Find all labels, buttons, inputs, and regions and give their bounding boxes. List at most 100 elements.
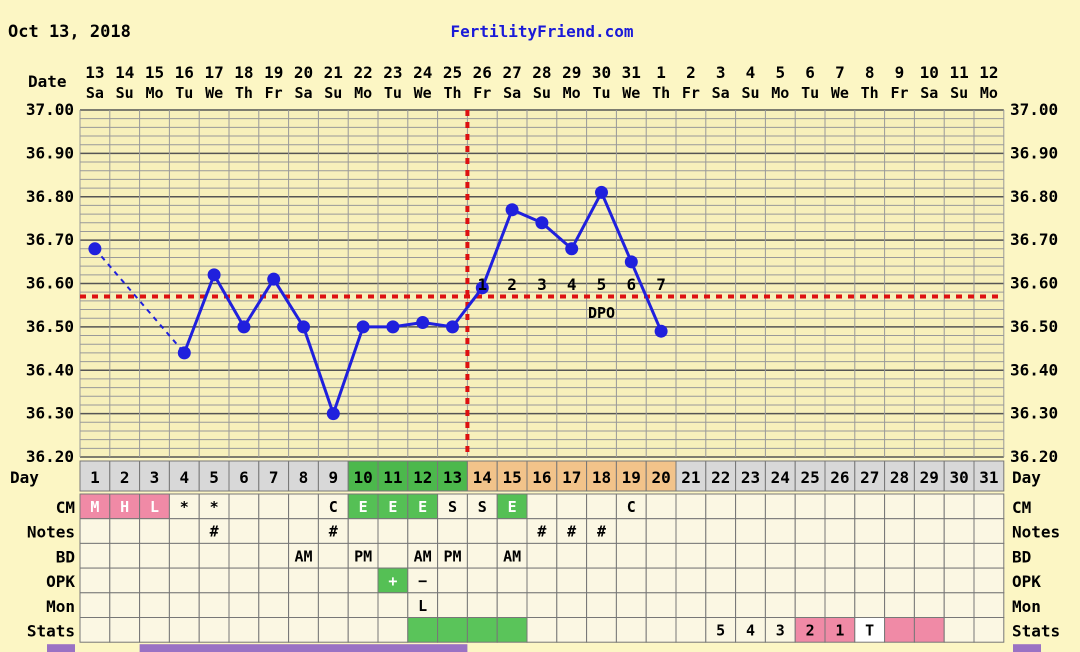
weekday-label: Th	[235, 84, 253, 102]
cycle-day-number: 23	[741, 468, 760, 487]
date-label: 26	[473, 63, 492, 82]
table-cell	[347, 518, 379, 544]
date-label: 7	[835, 63, 845, 82]
weekday-label: Fr	[473, 84, 491, 102]
table-cell	[377, 518, 409, 544]
table-cell	[586, 518, 617, 544]
table-cell	[139, 617, 170, 643]
table-cell	[109, 567, 141, 594]
row-label: OPK	[46, 572, 75, 591]
date-label: 10	[920, 63, 939, 82]
temperature-point	[177, 346, 191, 360]
date-label: 18	[234, 63, 253, 82]
table-cell	[973, 567, 1005, 594]
date-label: 25	[443, 63, 462, 82]
table-cell	[705, 493, 737, 520]
dpo-number: 4	[567, 275, 577, 294]
date-label: 6	[805, 63, 815, 82]
table-cell	[943, 518, 975, 544]
site-link[interactable]: FertilityFriend.com	[450, 22, 633, 41]
table-cell	[109, 542, 141, 569]
table-cell	[735, 518, 766, 544]
date-label: 31	[622, 63, 641, 82]
date-label: 30	[592, 63, 611, 82]
table-cell	[317, 567, 349, 594]
cell-value: S	[448, 498, 457, 516]
table-cell	[943, 567, 975, 594]
table-cell	[615, 493, 647, 520]
table-cell	[526, 542, 558, 569]
date-label: 22	[353, 63, 372, 82]
date-label: 12	[979, 63, 998, 82]
cell-value: 3	[776, 622, 785, 640]
weekday-label: Mo	[771, 84, 789, 102]
table-cell	[824, 592, 856, 618]
day-cell	[139, 460, 170, 492]
temperature-point	[237, 320, 251, 334]
table-cell	[198, 567, 230, 594]
temperature-point	[654, 324, 668, 338]
cell-value: E	[388, 498, 397, 516]
table-cell	[556, 592, 588, 618]
date-label: 3	[716, 63, 726, 82]
table-cell	[109, 592, 141, 618]
cell-value: L	[418, 597, 427, 615]
table-cell	[168, 518, 200, 544]
date-label: 19	[264, 63, 283, 82]
table-cell	[705, 518, 737, 544]
y-tick-label-right: 36.80	[1010, 187, 1058, 206]
table-cell	[943, 542, 975, 569]
table-cell	[288, 567, 319, 594]
row-label-right: Mon	[1012, 597, 1041, 616]
date-label: 16	[175, 63, 194, 82]
cycle-day-number: 22	[711, 468, 730, 487]
date-label: 21	[324, 63, 343, 82]
table-cell	[556, 567, 588, 594]
table-cell	[705, 617, 737, 643]
table-cell	[794, 542, 826, 569]
table-cell	[764, 617, 796, 643]
y-tick-label-right: 36.70	[1010, 230, 1058, 249]
table-cell	[586, 592, 617, 618]
cell-value: S	[478, 498, 487, 516]
temperature-point	[446, 320, 459, 334]
weekday-label: Mo	[563, 84, 581, 102]
weekday-label: Su	[741, 84, 759, 102]
series-segment	[451, 286, 484, 328]
temperature-point	[416, 316, 430, 330]
date-row-label: Date	[28, 72, 67, 91]
cell-value: #	[597, 523, 606, 541]
cycle-day-number: 16	[532, 468, 551, 487]
day-row-label-right: Day	[1012, 468, 1041, 487]
dpo-number: 1	[477, 275, 487, 294]
table-cell	[586, 617, 617, 643]
date-label: 9	[895, 63, 905, 82]
series-segment	[182, 274, 216, 354]
y-tick-label-right: 36.50	[1010, 317, 1058, 336]
table-cell	[526, 493, 558, 520]
table-cell	[496, 567, 528, 594]
cell-value: *	[210, 498, 219, 516]
table-cell	[854, 493, 886, 520]
table-cell	[764, 493, 796, 520]
series-segment	[302, 326, 335, 415]
cycle-day-number: 20	[651, 468, 670, 487]
y-tick-label-left: 36.40	[26, 360, 74, 379]
day-cell	[586, 460, 617, 492]
table-cell	[258, 493, 290, 520]
dpo-label: DPO	[588, 304, 615, 322]
cycle-day-number: 6	[239, 468, 249, 487]
table-cell	[854, 518, 886, 544]
day-cell	[347, 460, 379, 492]
weekday-label: Mo	[354, 84, 372, 102]
cycle-day-number: 18	[592, 468, 611, 487]
row-label: CM	[56, 498, 75, 517]
cycle-day-number: 21	[681, 468, 700, 487]
table-cell	[258, 542, 290, 569]
temperature-point	[386, 320, 400, 334]
cell-value: E	[418, 498, 427, 516]
table-cell	[556, 617, 588, 643]
table-cell	[884, 592, 915, 618]
table-cell	[645, 617, 677, 643]
